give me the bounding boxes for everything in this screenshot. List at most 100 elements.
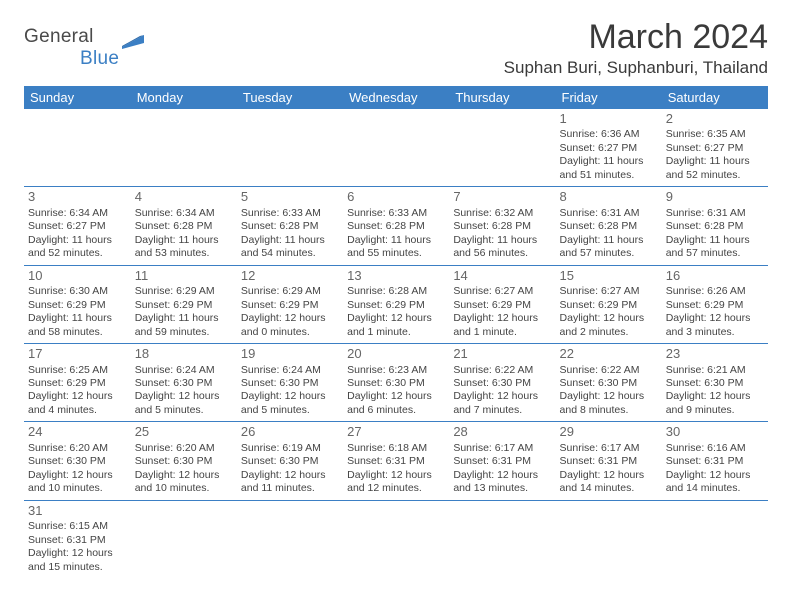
calendar-cell: 28Sunrise: 6:17 AMSunset: 6:31 PMDayligh… [449,422,555,500]
calendar-cell: 13Sunrise: 6:28 AMSunset: 6:29 PMDayligh… [343,265,449,343]
sunrise-text: Sunrise: 6:34 AM [135,207,232,220]
calendar-cell: 27Sunrise: 6:18 AMSunset: 6:31 PMDayligh… [343,422,449,500]
sunrise-text: Sunrise: 6:18 AM [347,442,444,455]
day-number: 15 [560,268,657,285]
logo-text: General Blue [24,26,119,70]
calendar-cell: 31Sunrise: 6:15 AMSunset: 6:31 PMDayligh… [24,500,130,578]
calendar-cell: 14Sunrise: 6:27 AMSunset: 6:29 PMDayligh… [449,265,555,343]
calendar-cell: 11Sunrise: 6:29 AMSunset: 6:29 PMDayligh… [130,265,236,343]
calendar-cell: 17Sunrise: 6:25 AMSunset: 6:29 PMDayligh… [24,343,130,421]
sunset-text: Sunset: 6:29 PM [28,377,126,390]
weekday-header: Tuesday [236,86,342,109]
sunrise-text: Sunrise: 6:23 AM [347,364,444,377]
calendar-cell [661,500,767,578]
sunrise-text: Sunrise: 6:25 AM [28,364,126,377]
day-number: 14 [453,268,550,285]
weekday-row: SundayMondayTuesdayWednesdayThursdayFrid… [24,86,768,109]
calendar-table: SundayMondayTuesdayWednesdayThursdayFrid… [24,86,768,579]
sunset-text: Sunset: 6:31 PM [28,534,126,547]
logo: General Blue [24,26,148,70]
daylight-text: Daylight: 12 hours and 12 minutes. [347,469,444,496]
day-number: 4 [135,189,232,206]
daylight-text: Daylight: 12 hours and 8 minutes. [560,390,657,417]
calendar-cell: 20Sunrise: 6:23 AMSunset: 6:30 PMDayligh… [343,343,449,421]
sunrise-text: Sunrise: 6:17 AM [453,442,550,455]
sunrise-text: Sunrise: 6:19 AM [241,442,338,455]
day-number: 1 [560,111,657,128]
sunset-text: Sunset: 6:28 PM [453,220,550,233]
daylight-text: Daylight: 11 hours and 57 minutes. [560,234,657,261]
sunset-text: Sunset: 6:30 PM [135,377,232,390]
sunset-text: Sunset: 6:28 PM [666,220,763,233]
sunset-text: Sunset: 6:30 PM [135,455,232,468]
daylight-text: Daylight: 11 hours and 56 minutes. [453,234,550,261]
daylight-text: Daylight: 12 hours and 14 minutes. [666,469,763,496]
sunrise-text: Sunrise: 6:17 AM [560,442,657,455]
day-number: 7 [453,189,550,206]
calendar-cell: 9Sunrise: 6:31 AMSunset: 6:28 PMDaylight… [661,187,767,265]
sunset-text: Sunset: 6:30 PM [241,377,338,390]
day-number: 2 [666,111,763,128]
day-number: 13 [347,268,444,285]
sunset-text: Sunset: 6:30 PM [241,455,338,468]
sunrise-text: Sunrise: 6:35 AM [666,128,763,141]
sunset-text: Sunset: 6:28 PM [347,220,444,233]
day-number: 20 [347,346,444,363]
sunset-text: Sunset: 6:30 PM [347,377,444,390]
sunrise-text: Sunrise: 6:28 AM [347,285,444,298]
sunrise-text: Sunrise: 6:15 AM [28,520,126,533]
calendar-cell [236,109,342,187]
sunrise-text: Sunrise: 6:27 AM [453,285,550,298]
weekday-header: Sunday [24,86,130,109]
sunset-text: Sunset: 6:29 PM [28,299,126,312]
sunrise-text: Sunrise: 6:36 AM [560,128,657,141]
day-number: 31 [28,503,126,520]
daylight-text: Daylight: 11 hours and 57 minutes. [666,234,763,261]
day-number: 30 [666,424,763,441]
sunset-text: Sunset: 6:29 PM [135,299,232,312]
calendar-cell: 2Sunrise: 6:35 AMSunset: 6:27 PMDaylight… [661,109,767,187]
sunset-text: Sunset: 6:27 PM [666,142,763,155]
sunrise-text: Sunrise: 6:31 AM [560,207,657,220]
daylight-text: Daylight: 12 hours and 10 minutes. [28,469,126,496]
calendar-cell [130,109,236,187]
daylight-text: Daylight: 12 hours and 1 minute. [453,312,550,339]
sunrise-text: Sunrise: 6:20 AM [135,442,232,455]
sunset-text: Sunset: 6:29 PM [560,299,657,312]
sunrise-text: Sunrise: 6:22 AM [453,364,550,377]
calendar-row: 24Sunrise: 6:20 AMSunset: 6:30 PMDayligh… [24,422,768,500]
calendar-cell: 22Sunrise: 6:22 AMSunset: 6:30 PMDayligh… [555,343,661,421]
daylight-text: Daylight: 12 hours and 11 minutes. [241,469,338,496]
day-number: 25 [135,424,232,441]
daylight-text: Daylight: 12 hours and 6 minutes. [347,390,444,417]
sunset-text: Sunset: 6:31 PM [453,455,550,468]
calendar-row: 17Sunrise: 6:25 AMSunset: 6:29 PMDayligh… [24,343,768,421]
calendar-cell [449,109,555,187]
daylight-text: Daylight: 12 hours and 7 minutes. [453,390,550,417]
calendar-cell: 18Sunrise: 6:24 AMSunset: 6:30 PMDayligh… [130,343,236,421]
calendar-cell: 4Sunrise: 6:34 AMSunset: 6:28 PMDaylight… [130,187,236,265]
calendar-cell: 10Sunrise: 6:30 AMSunset: 6:29 PMDayligh… [24,265,130,343]
calendar-cell: 26Sunrise: 6:19 AMSunset: 6:30 PMDayligh… [236,422,342,500]
calendar-row: 1Sunrise: 6:36 AMSunset: 6:27 PMDaylight… [24,109,768,187]
calendar-cell [343,109,449,187]
sunrise-text: Sunrise: 6:22 AM [560,364,657,377]
daylight-text: Daylight: 11 hours and 55 minutes. [347,234,444,261]
calendar-row: 10Sunrise: 6:30 AMSunset: 6:29 PMDayligh… [24,265,768,343]
calendar-cell [449,500,555,578]
sunrise-text: Sunrise: 6:21 AM [666,364,763,377]
sunset-text: Sunset: 6:29 PM [241,299,338,312]
calendar-cell: 8Sunrise: 6:31 AMSunset: 6:28 PMDaylight… [555,187,661,265]
calendar-row: 3Sunrise: 6:34 AMSunset: 6:27 PMDaylight… [24,187,768,265]
daylight-text: Daylight: 12 hours and 13 minutes. [453,469,550,496]
calendar-cell: 23Sunrise: 6:21 AMSunset: 6:30 PMDayligh… [661,343,767,421]
calendar-cell: 1Sunrise: 6:36 AMSunset: 6:27 PMDaylight… [555,109,661,187]
daylight-text: Daylight: 11 hours and 53 minutes. [135,234,232,261]
weekday-header: Friday [555,86,661,109]
sunset-text: Sunset: 6:30 PM [453,377,550,390]
daylight-text: Daylight: 12 hours and 5 minutes. [135,390,232,417]
calendar-cell: 19Sunrise: 6:24 AMSunset: 6:30 PMDayligh… [236,343,342,421]
calendar-cell: 16Sunrise: 6:26 AMSunset: 6:29 PMDayligh… [661,265,767,343]
day-number: 8 [560,189,657,206]
month-title: March 2024 [504,20,768,56]
